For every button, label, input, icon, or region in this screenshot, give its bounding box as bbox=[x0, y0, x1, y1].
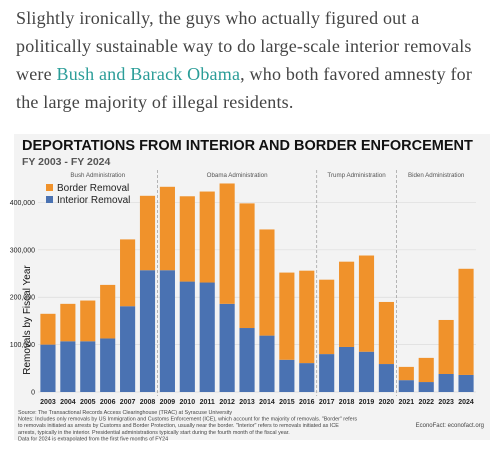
x-tick-label: 2014 bbox=[259, 399, 275, 406]
bar-segment bbox=[398, 366, 414, 381]
admin-label: Obama Administration bbox=[207, 172, 268, 179]
bar-segment bbox=[458, 374, 474, 392]
x-tick-label: 2023 bbox=[438, 399, 454, 406]
bar-segment bbox=[438, 319, 454, 374]
bar-segment bbox=[199, 191, 215, 283]
bar-segment bbox=[60, 341, 76, 392]
y-tick-label: 400,000 bbox=[10, 200, 35, 207]
bar-segment bbox=[418, 382, 434, 392]
article-paragraph: Slightly ironically, the guys who actual… bbox=[16, 4, 492, 116]
x-tick-label: 2019 bbox=[359, 399, 375, 406]
x-tick-label: 2004 bbox=[60, 399, 76, 406]
link[interactable]: Bush and Barack Obama bbox=[56, 64, 241, 84]
note: to removals initiated as arrests by Cust… bbox=[18, 423, 339, 429]
x-tick-label: 2005 bbox=[80, 399, 96, 406]
bar-segment bbox=[279, 272, 295, 360]
bar-segment bbox=[239, 328, 255, 392]
bar-segment bbox=[339, 261, 355, 347]
bar-segment bbox=[100, 284, 116, 339]
bar-segment bbox=[279, 359, 295, 392]
bar-segment bbox=[80, 341, 96, 392]
x-tick-label: 2021 bbox=[399, 399, 415, 406]
chart: DEPORTATIONS FROM INTERIOR AND BORDER EN… bbox=[10, 134, 490, 442]
x-tick-label: 2022 bbox=[418, 399, 434, 406]
bar-segment bbox=[80, 300, 96, 342]
bar-segment bbox=[120, 306, 136, 392]
legend-swatch bbox=[46, 184, 53, 191]
note: Data for 2024 is extrapolated from the f… bbox=[18, 436, 168, 442]
x-tick-label: 2010 bbox=[180, 399, 196, 406]
bar-segment bbox=[358, 351, 375, 392]
bar-segment bbox=[219, 303, 235, 392]
y-tick-label: 100,000 bbox=[10, 342, 35, 349]
bar-segment bbox=[239, 203, 255, 329]
bar-segment bbox=[40, 313, 56, 345]
bar-segment bbox=[159, 270, 175, 392]
bar-segment bbox=[378, 301, 394, 365]
y-tick-label: 0 bbox=[31, 390, 35, 397]
x-tick-label: 2013 bbox=[239, 399, 255, 406]
text: , who both favored amnesty for the large… bbox=[16, 64, 473, 112]
bar-segment bbox=[159, 186, 175, 271]
bar-segment bbox=[378, 364, 394, 392]
x-tick-label: 2003 bbox=[40, 399, 56, 406]
bar-segment bbox=[139, 195, 156, 271]
bar-segment bbox=[358, 255, 375, 352]
x-tick-label: 2016 bbox=[299, 399, 315, 406]
admin-label: Biden Administration bbox=[408, 172, 465, 179]
bar-segment bbox=[219, 183, 235, 304]
bar-segment bbox=[339, 346, 355, 392]
bar-segment bbox=[319, 354, 335, 392]
note: arrests, typically in the interior. Pres… bbox=[18, 430, 290, 436]
x-tick-label: 2018 bbox=[339, 399, 355, 406]
bar-segment bbox=[299, 270, 315, 364]
bar-segment bbox=[60, 303, 76, 342]
legend-label: Interior Removal bbox=[57, 195, 130, 206]
bar-segment bbox=[40, 344, 56, 392]
x-tick-label: 2009 bbox=[160, 399, 176, 406]
bar-segment bbox=[199, 282, 215, 392]
text: Slightly ironically, the guys who actual… bbox=[16, 8, 472, 84]
bar-segment bbox=[179, 196, 195, 282]
legend-label: Border Removal bbox=[57, 183, 129, 194]
y-tick-label: 200,000 bbox=[10, 295, 35, 302]
x-tick-label: 2007 bbox=[120, 399, 136, 406]
note: Notes: Includes only removals by US Immi… bbox=[18, 417, 357, 423]
credit: EconoFact: econofact.org bbox=[416, 423, 484, 429]
bar-segment bbox=[259, 229, 275, 336]
y-axis-label: Removals by Fiscal Year bbox=[22, 265, 33, 375]
bar-segment bbox=[398, 380, 414, 392]
x-tick-label: 2008 bbox=[140, 399, 156, 406]
x-tick-label: 2015 bbox=[279, 399, 295, 406]
bar-segment bbox=[458, 268, 474, 375]
bar-segment bbox=[299, 363, 315, 392]
x-tick-label: 2006 bbox=[100, 399, 116, 406]
bar-segment bbox=[139, 270, 156, 392]
legend-swatch bbox=[46, 196, 53, 203]
chart-title: DEPORTATIONS FROM INTERIOR AND BORDER EN… bbox=[22, 138, 473, 154]
bar-segment bbox=[319, 279, 335, 355]
y-tick-label: 300,000 bbox=[10, 247, 35, 254]
chart-subtitle: FY 2003 - FY 2024 bbox=[22, 156, 110, 168]
bar-segment bbox=[259, 335, 275, 392]
bar-segment bbox=[179, 281, 195, 392]
admin-label: Trump Administration bbox=[327, 172, 386, 179]
bar-segment bbox=[418, 357, 434, 383]
x-tick-label: 2020 bbox=[379, 399, 395, 406]
x-tick-label: 2012 bbox=[219, 399, 235, 406]
x-tick-label: 2011 bbox=[200, 399, 215, 406]
note: Source: The Transactional Records Access… bbox=[18, 410, 232, 416]
x-tick-label: 2024 bbox=[458, 399, 474, 406]
bar-segment bbox=[100, 338, 116, 392]
x-tick-label: 2017 bbox=[319, 399, 335, 406]
bar-segment bbox=[438, 373, 454, 392]
admin-label: Bush Administration bbox=[70, 172, 125, 179]
bar-segment bbox=[120, 239, 136, 307]
